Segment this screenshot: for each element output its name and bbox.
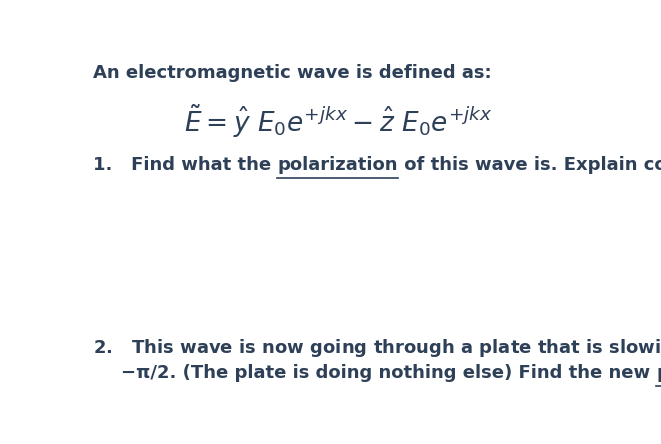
Text: polarization: polarization [656,365,661,382]
Text: 1.   Find what the: 1. Find what the [93,156,277,174]
Text: $\tilde{E} = \hat{y}\ E_0 e^{+jkx} - \hat{z}\ E_0 e^{+jkx}$: $\tilde{E} = \hat{y}\ E_0 e^{+jkx} - \ha… [184,103,493,140]
Text: polarization: polarization [277,156,398,174]
Text: −π/2. (The plate is doing nothing else) Find the new: −π/2. (The plate is doing nothing else) … [121,365,656,382]
Text: 2.   This wave is now going through a plate that is slowing the $\hat{y}$ E-fiel: 2. This wave is now going through a plat… [93,335,661,360]
Text: An electromagnetic wave is defined as:: An electromagnetic wave is defined as: [93,63,492,82]
Text: of this wave is. Explain correctly.: of this wave is. Explain correctly. [398,156,661,174]
